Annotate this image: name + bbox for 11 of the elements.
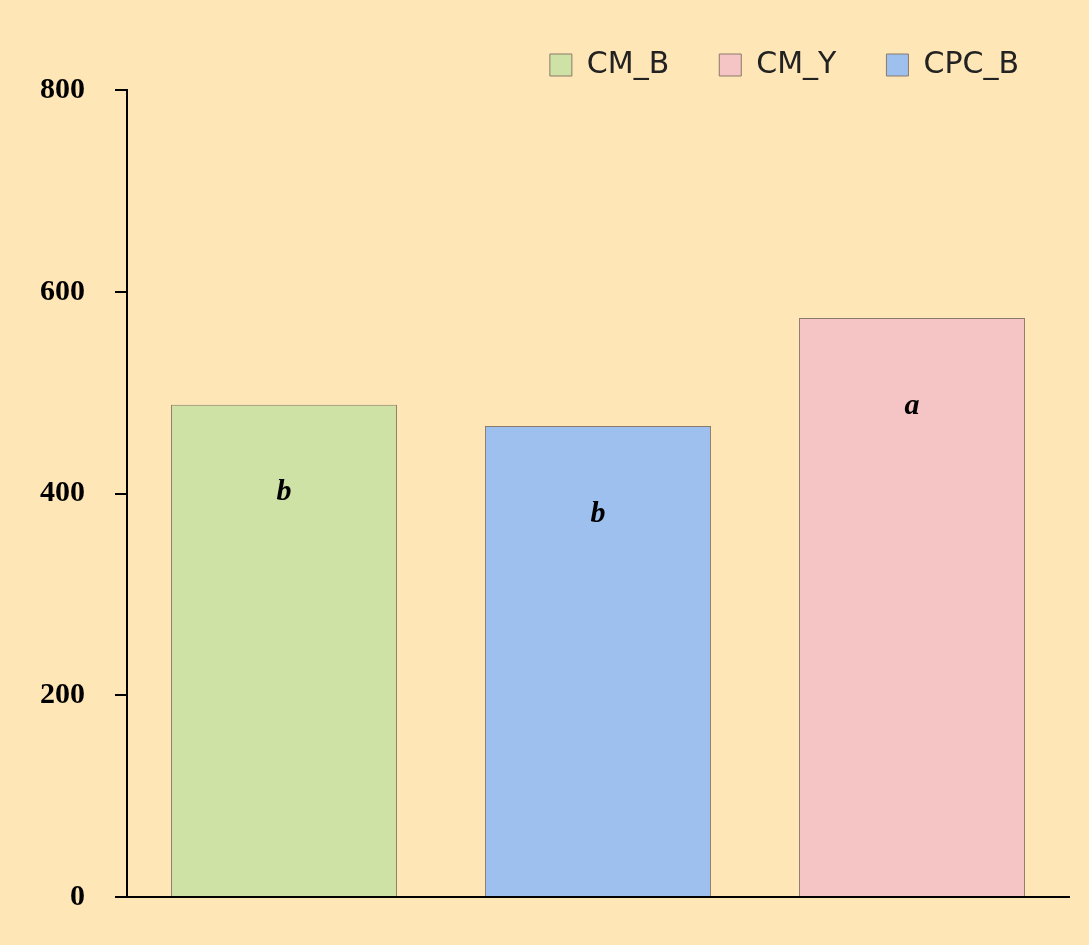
y-tick-label: 600 xyxy=(40,272,85,306)
legend-label: CM_Y xyxy=(756,44,838,80)
legend-label: CPC_B xyxy=(923,44,1020,80)
y-tick-label: 800 xyxy=(40,70,85,104)
annotation: a xyxy=(904,386,920,420)
legend-label: CM_B xyxy=(586,44,670,80)
annotation: b xyxy=(590,494,606,528)
y-tick-label: 400 xyxy=(40,474,85,508)
annotation: b xyxy=(276,473,292,507)
y-tick-label: 200 xyxy=(40,676,85,709)
y-tick-label: 0 xyxy=(70,877,85,911)
